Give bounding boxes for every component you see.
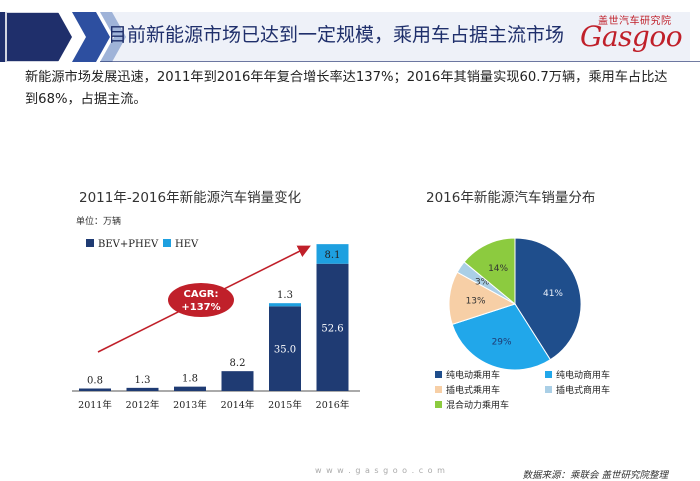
banner-title-band (100, 12, 690, 62)
pie-legend-label-4: 插电式商用车 (556, 384, 610, 396)
x-tick-6: 2016年 (316, 399, 350, 411)
pie-legend-label-1: 纯电动乘用车 (446, 369, 500, 381)
pie-legend-label-2: 纯电动商用车 (556, 369, 610, 381)
data-source: 数据来源：乘联会 盖世研究院整理 (522, 470, 668, 481)
bar-chart-unit: 单位：万辆 (76, 217, 122, 227)
bar-label-bev-1: 0.8 (87, 376, 103, 387)
cagr-ellipse (168, 283, 234, 317)
bar-bev-3 (174, 386, 206, 391)
summary-text: 新能源市场发展迅速，2011年到2016年年复合增长率达137%；2016年其销… (25, 70, 668, 107)
pie-legend-swatch-1 (435, 371, 442, 378)
bar-bev-5 (269, 306, 301, 391)
pie-label-1: 41% (543, 289, 563, 299)
bar-label-hev-6: 8.1 (325, 250, 341, 261)
bar-label-bev-4: 8.2 (230, 358, 246, 369)
bar-bev-1 (79, 388, 111, 391)
pie-slice-2 (451, 303, 552, 371)
bar-chart-title: 2011年-2016年新能源汽车销量变化 (79, 190, 302, 206)
pie-legend-label-5: 混合动力乘用车 (446, 399, 509, 411)
cagr-label: CAGR: (184, 289, 219, 300)
logo-subtitle: 盖世汽车研究院 (598, 16, 672, 27)
cagr-value: +137% (181, 302, 220, 313)
pie-slice-5 (463, 237, 516, 306)
bar-label-hev-5: 1.3 (277, 290, 293, 301)
pie-chart-title: 2016年新能源汽车销量分布 (426, 190, 596, 206)
banner-chevron-2 (72, 12, 110, 62)
x-tick-3: 2013年 (173, 399, 207, 411)
legend-swatch-hev (163, 239, 171, 247)
bar-label-bev-6: 52.6 (321, 323, 343, 334)
bar-bev-2 (126, 387, 159, 391)
bar-hev-5 (269, 303, 301, 307)
bar-bev-6 (316, 263, 349, 391)
pie-label-4: 3% (475, 278, 490, 288)
x-tick-1: 2011年 (78, 399, 112, 411)
footer-url: w w w . g a s g o o . c o m (315, 466, 446, 475)
x-tick-5: 2015年 (268, 399, 302, 411)
bar-bev-4 (221, 371, 254, 391)
bar-label-bev-5: 35.0 (274, 345, 296, 356)
banner-dark-chevron (0, 12, 72, 62)
pie-legend-swatch-3 (435, 386, 442, 393)
x-tick-4: 2014年 (221, 399, 255, 411)
legend-swatch-bev (86, 239, 94, 247)
bar-label-bev-3: 1.8 (182, 374, 198, 385)
bar-chart-legend: BEV+PHEV HEV (86, 239, 199, 250)
pie-legend-label-3: 插电式乘用车 (446, 384, 500, 396)
header-banner (0, 0, 700, 62)
pie-label-2: 29% (492, 337, 512, 347)
legend-label-hev: HEV (175, 239, 199, 250)
logo-wordmark: Gasgoo (580, 20, 683, 53)
cagr-badge: CAGR: +137% (168, 283, 234, 317)
pie-legend-swatch-2 (545, 371, 552, 378)
pie-legend-swatch-4 (545, 386, 552, 393)
pie-label-3: 13% (466, 296, 486, 306)
legend-label-bev: BEV+PHEV (98, 239, 159, 250)
x-tick-2: 2012年 (126, 399, 160, 411)
page-title: 目前新能源市场已达到一定规模，乘用车占据主流市场 (108, 24, 565, 46)
pie-legend-swatch-5 (435, 401, 442, 408)
bar-hev-6 (316, 244, 349, 264)
gasgoo-logo: 盖世汽车研究院 Gasgoo (576, 12, 694, 58)
bar-label-bev-2: 1.3 (135, 375, 151, 386)
pie-label-5: 14% (488, 264, 508, 274)
